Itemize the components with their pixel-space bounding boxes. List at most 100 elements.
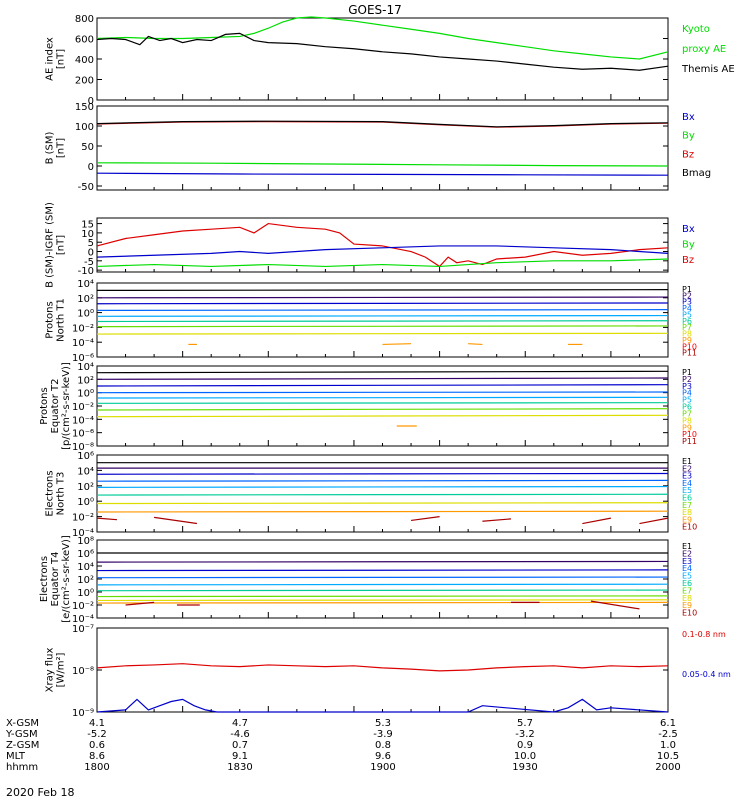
legend-entry: P6 <box>682 317 692 326</box>
legend-entry: E5 <box>682 572 692 581</box>
y-tick-label: 10⁸ <box>77 536 94 547</box>
series-line-p1 <box>96 289 669 291</box>
series-line-p5 <box>96 314 669 317</box>
legend-entry: E6 <box>682 579 692 588</box>
y-tick-label: 200 <box>75 76 94 87</box>
orbit-row-value: 0.9 <box>517 740 533 751</box>
orbit-row-value: 0.8 <box>375 740 391 751</box>
legend-entry: E10 <box>682 609 697 618</box>
legend-entry: P7 <box>682 323 692 332</box>
y-tick-label: 10² <box>77 575 94 586</box>
y-tick-label: 15 <box>81 220 94 231</box>
series-line-e3 <box>96 569 669 572</box>
y-tick-label: 100 <box>75 122 94 133</box>
legend-entry: E3 <box>682 557 692 566</box>
panel-frame <box>96 105 669 191</box>
series-line-p5 <box>96 396 669 399</box>
y-tick-label: 10⁻² <box>72 402 94 413</box>
panel-frame <box>96 539 669 619</box>
y-axis-label: North T3 <box>56 472 67 516</box>
series-segment-e9 <box>96 517 118 521</box>
legend-entry: 0.1-0.8 nm <box>682 630 726 639</box>
series-line-e8 <box>96 599 669 602</box>
panel-protons-t2: 10⁻⁸ 10⁻⁶ 10⁻⁴ 10⁻² 10⁰ 10² 10⁴ Protons Equator … <box>39 362 697 453</box>
y-axis-label: North T1 <box>56 298 67 342</box>
y-tick-label: 10⁻⁸ <box>72 442 94 453</box>
panel-frame <box>96 217 669 273</box>
orbit-row-value: 9.6 <box>375 751 391 762</box>
panel-xray: 10⁻⁹ 10⁻⁸ 10⁻⁷ Xray flux [W/m²] 0.1-0.8 nm 0.0… <box>45 624 732 719</box>
series-segment-p9 <box>382 343 412 346</box>
y-tick-label: 10⁰ <box>77 497 94 508</box>
orbit-row-value: 6.1 <box>660 718 676 729</box>
y-tick-label: 10⁴ <box>77 466 94 477</box>
orbit-row-label: Y-GSM <box>5 729 38 740</box>
y-tick-label: 10⁰ <box>77 309 94 320</box>
series-line-by <box>96 258 669 268</box>
series-line-p8 <box>96 414 669 418</box>
y-tick-label: 10⁻⁸ <box>72 666 94 677</box>
y-axis-label: Electrons <box>39 556 50 602</box>
legend-entry: E2 <box>682 464 692 473</box>
series-line-e6 <box>96 493 669 496</box>
panel-protons-t1: 10⁻⁶ 10⁻⁴ 10⁻² 10⁰ 10² 10⁴ Protons North T1 P1P2… <box>45 279 698 364</box>
orbit-row-label: Z-GSM <box>6 740 39 751</box>
legend-entry: E1 <box>682 457 692 466</box>
series-line-e5 <box>96 583 669 586</box>
y-tick-label: 600 <box>75 35 94 46</box>
y-tick-label: 800 <box>75 14 94 25</box>
y-tick-label: 10² <box>77 482 94 493</box>
orbit-row-value: 0.7 <box>232 740 248 751</box>
legend-entry: Themis AE <box>681 64 735 75</box>
legend-entry: E9 <box>682 601 692 610</box>
series-segment-e9 <box>639 517 669 525</box>
y-axis-label: B (SM)-IGRF (SM) <box>45 202 56 288</box>
legend-entry: E8 <box>682 508 692 517</box>
series-line-p2 <box>96 377 669 380</box>
y-axis-label: AE index <box>45 37 56 81</box>
y-tick-label: 10⁴ <box>77 362 94 373</box>
series-line-p6 <box>96 320 669 323</box>
series-line-e7 <box>96 595 669 598</box>
legend-entry: E1 <box>682 542 692 551</box>
y-axis-label: B (SM) <box>45 131 56 164</box>
series-line-p2 <box>96 296 669 299</box>
orbit-row-value: 2000 <box>655 762 680 773</box>
series-segment-e9 <box>154 516 198 525</box>
legend-entry: P4 <box>682 304 692 313</box>
legend-entry: P7 <box>682 409 692 418</box>
orbit-row-value: 8.6 <box>89 751 105 762</box>
series-line-e6 <box>96 589 669 592</box>
legend-entry: E7 <box>682 501 692 510</box>
y-tick-label: 10⁻⁶ <box>72 429 94 440</box>
y-tick-label: -50 <box>78 182 94 193</box>
legend-entry: P11 <box>682 349 697 358</box>
y-tick-label: 10⁻² <box>72 323 94 334</box>
series-segment-e9 <box>482 518 512 522</box>
y-tick-label: 10⁻⁹ <box>72 708 94 719</box>
orbit-row-value: -4.6 <box>230 729 250 740</box>
y-tick-label: 10² <box>77 294 94 305</box>
series-line-bx <box>96 172 669 176</box>
series-line-e2 <box>96 560 669 563</box>
date-label: 2020 Feb 18 <box>6 786 74 799</box>
series-line-p7 <box>96 408 669 411</box>
orbit-row-value: -2.5 <box>658 729 678 740</box>
series-line-p1 <box>96 370 669 374</box>
orbit-row-value: 4.7 <box>232 718 248 729</box>
y-tick-label: -10 <box>78 266 94 277</box>
series-line-bmag <box>96 120 669 128</box>
series-line-bx <box>96 245 669 258</box>
legend-entry: Bx <box>682 112 695 123</box>
legend-entry: P5 <box>682 396 692 405</box>
legend-entry: E2 <box>682 549 692 558</box>
panel-electrons-t4: 10⁻⁴ 10⁻² 10⁰ 10² 10⁴ 10⁶ 10⁸ Electrons Equator … <box>39 535 697 625</box>
series-line-e4 <box>96 576 669 579</box>
orbit-row-value: 1900 <box>370 762 395 773</box>
legend-entry: By <box>682 239 695 250</box>
orbit-row-value: 4.1 <box>89 718 105 729</box>
series-line-e8 <box>96 510 669 513</box>
legend-entry: E4 <box>682 479 692 488</box>
